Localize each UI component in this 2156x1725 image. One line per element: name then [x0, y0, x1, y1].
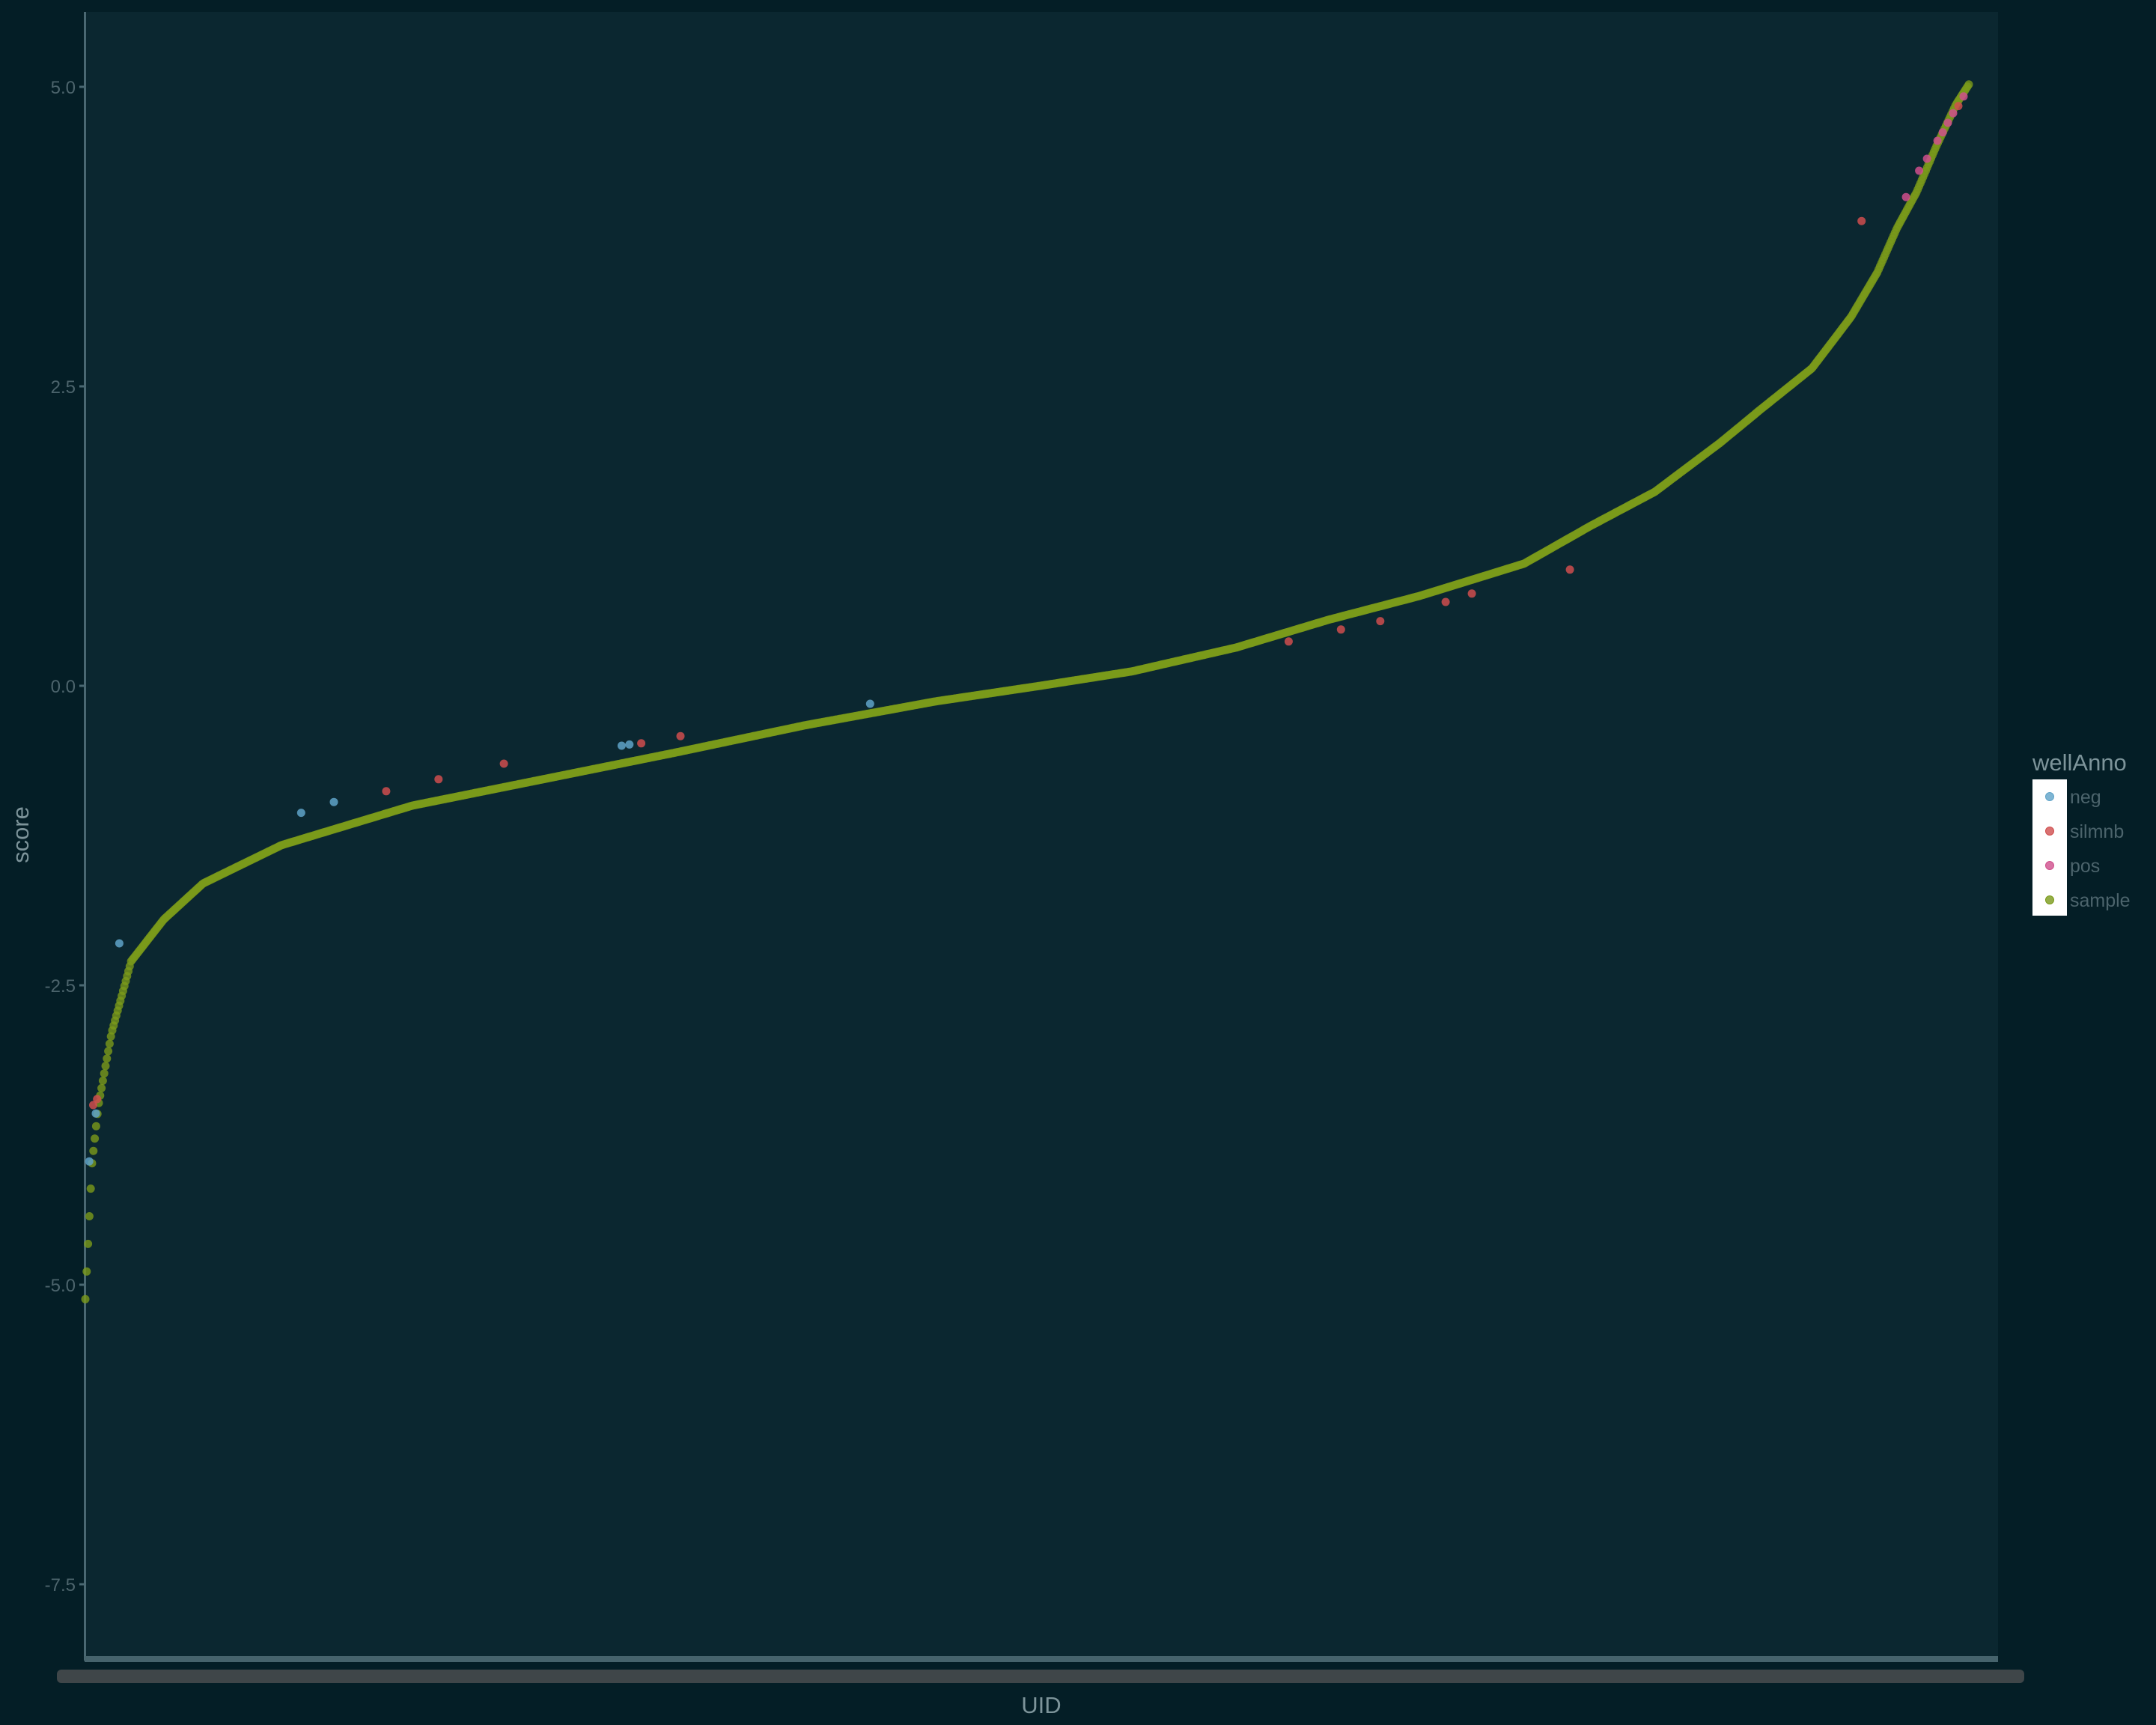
- data-point-pos: [1901, 192, 1910, 201]
- legend-label-silmnb: silmnb: [2070, 821, 2124, 842]
- data-point-sample: [103, 1054, 112, 1063]
- data-point-neg: [296, 809, 305, 818]
- legend-entries: neg silmnb pos sample: [2045, 787, 2131, 911]
- data-point-sample: [1964, 80, 1973, 89]
- legend: wellAnno neg silmnb pos sample: [2032, 749, 2131, 916]
- y-tick-label: 0.0: [51, 677, 76, 697]
- data-point-sample: [104, 1047, 113, 1056]
- y-axis-title: score: [7, 806, 34, 863]
- data-points: [81, 80, 1973, 1303]
- y-tick-label: -7.5: [45, 1575, 76, 1595]
- y-tick-label: 2.5: [51, 377, 76, 398]
- data-point-sample: [81, 1294, 90, 1303]
- y-axis-ticks: 5.0 2.5 0.0 -2.5 -5.0 -7.5: [45, 78, 85, 1595]
- data-point-neg: [617, 741, 626, 750]
- data-point-neg: [625, 740, 634, 749]
- data-point-pos: [1959, 92, 1968, 101]
- data-point-silmnb: [499, 759, 508, 768]
- legend-title: wellAnno: [2032, 749, 2127, 776]
- data-point-silmnb: [1284, 637, 1293, 646]
- data-point-pos: [1922, 154, 1931, 163]
- data-point-sample: [105, 1039, 114, 1048]
- data-point-neg: [91, 1109, 100, 1118]
- data-point-silmnb: [434, 775, 443, 784]
- data-point-silmnb: [1565, 565, 1574, 574]
- data-point-neg: [115, 939, 124, 948]
- data-point-silmnb: [1954, 102, 1963, 111]
- data-point-sample: [89, 1146, 98, 1155]
- data-point-silmnb: [676, 731, 685, 740]
- data-point-sample: [98, 1077, 107, 1085]
- data-point-sample: [85, 1212, 94, 1220]
- data-point-sample: [97, 1083, 106, 1092]
- legend-label-sample: sample: [2070, 890, 2131, 911]
- data-point-pos: [1943, 118, 1952, 127]
- legend-label-neg: neg: [2070, 787, 2101, 808]
- data-point-silmnb: [637, 739, 646, 748]
- y-tick-label: 5.0: [51, 78, 76, 98]
- data-point-silmnb: [1441, 597, 1450, 606]
- x-tick-labels-strip: [57, 1670, 2024, 1683]
- x-axis-line: [85, 1656, 1998, 1662]
- data-point-pos: [1915, 166, 1924, 175]
- data-point-pos: [1938, 128, 1947, 137]
- data-point-sample: [84, 1239, 93, 1248]
- x-axis-title: UID: [1021, 1692, 1061, 1718]
- data-point-silmnb: [382, 787, 391, 796]
- legend-key-neg: [2045, 792, 2054, 801]
- data-point-silmnb: [1857, 216, 1866, 225]
- y-tick-label: -2.5: [45, 976, 76, 997]
- legend-key-pos: [2045, 861, 2054, 870]
- data-point-silmnb: [89, 1101, 97, 1110]
- y-tick-label: -5.0: [45, 1276, 76, 1296]
- data-point-sample: [91, 1122, 100, 1131]
- data-point-pos: [1933, 136, 1942, 145]
- data-point-neg: [865, 699, 874, 708]
- data-point-pos: [1949, 109, 1958, 118]
- data-point-neg: [85, 1157, 94, 1166]
- data-point-silmnb: [1376, 617, 1385, 626]
- data-point-sample: [91, 1134, 100, 1143]
- data-point-sample: [86, 1184, 95, 1193]
- data-point-sample: [82, 1267, 91, 1276]
- data-point-silmnb: [1336, 625, 1345, 634]
- data-point-sample: [101, 1062, 110, 1071]
- legend-label-pos: pos: [2070, 856, 2100, 877]
- data-point-silmnb: [93, 1095, 102, 1104]
- legend-key-silmnb: [2045, 827, 2054, 836]
- legend-key-background: [2032, 779, 2067, 916]
- plot-panel: [85, 12, 1998, 1659]
- legend-key-sample: [2045, 895, 2054, 904]
- data-point-neg: [329, 797, 338, 806]
- data-point-sample: [100, 1069, 109, 1078]
- data-point-silmnb: [1467, 589, 1476, 598]
